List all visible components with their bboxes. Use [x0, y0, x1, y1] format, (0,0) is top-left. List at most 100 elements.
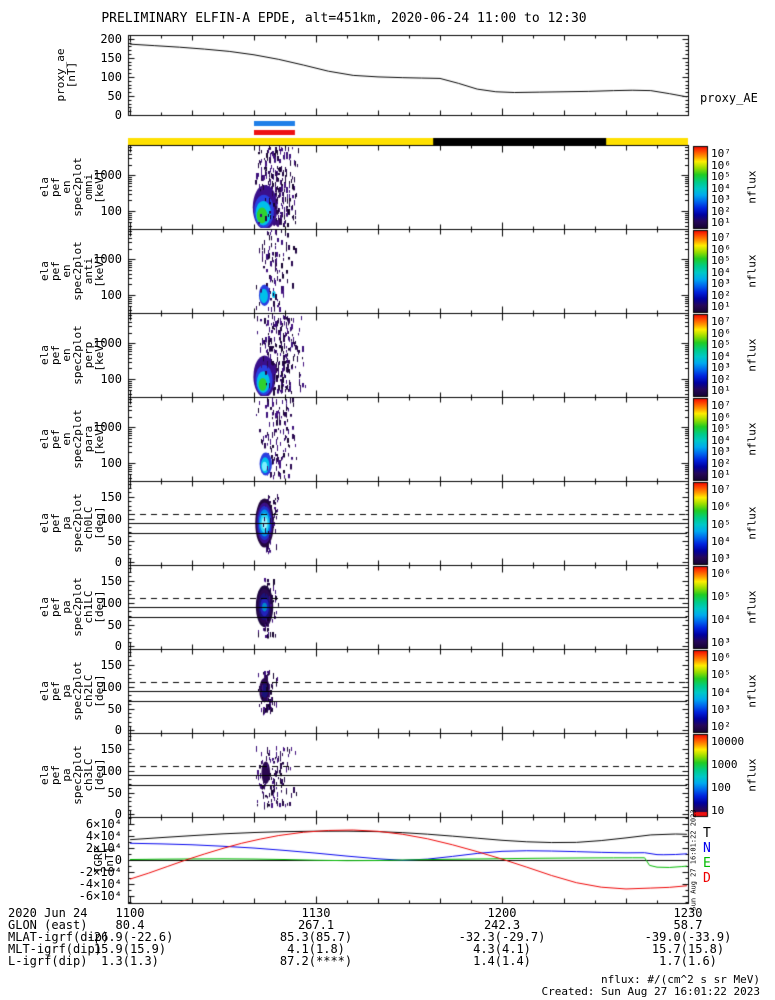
spec-ytick-label: 0 — [114, 807, 122, 822]
colorbar-tick-label: 10⁵ — [711, 590, 731, 603]
colorbar-tick-label: 10⁴ — [711, 685, 731, 699]
colorbar-tick-label: 10⁴ — [711, 265, 731, 279]
colorbar-tick-label: 10¹ — [711, 300, 731, 313]
axis-row-value: 1200 — [487, 906, 517, 920]
proxy-ytick-label: 50 — [107, 88, 122, 103]
igrf-legend-n: N — [703, 841, 711, 856]
spec-ytick-label: 50 — [107, 701, 122, 716]
colorbar-tick-label: 10³ — [711, 636, 731, 649]
colorbar-tick-label: 10⁵ — [711, 338, 731, 351]
axis-row-value: 58.7 — [673, 918, 703, 932]
colorbar-tick-label: 10³ — [711, 193, 731, 206]
proxy-ylabel: proxy_ae [nT] — [54, 48, 78, 102]
spec-ytick-label: 100 — [100, 372, 122, 387]
axis-row-value: 87.2(****) — [279, 954, 353, 968]
axis-row-value: 4.1(1.8) — [287, 942, 345, 956]
colorbar-tick-label: 10⁴ — [711, 433, 731, 447]
axis-row-value: -32.3(-29.7) — [458, 930, 546, 944]
colorbar-tick-label: 10 — [711, 804, 725, 817]
colorbar-tick-label: 10¹ — [711, 468, 731, 481]
spec-ytick-label: 150 — [100, 657, 122, 672]
proxy-ytick-label: 0 — [114, 108, 122, 122]
spec-ytick-label: 0 — [114, 555, 122, 570]
spec-ytick-label: 150 — [100, 741, 122, 756]
axis-row-value: 267.1 — [297, 918, 335, 932]
colorbar-tick-label: 10² — [711, 720, 731, 733]
colorbar-tick-label: 10⁶ — [711, 567, 731, 580]
colorbar-tick-label: 10000 — [711, 735, 745, 748]
colorbar-title: nflux — [745, 674, 759, 708]
axis-row-value: 1.3(1.3) — [101, 954, 159, 968]
colorbar-tick-label: 10² — [711, 456, 731, 470]
spec-ytick-label: 100 — [100, 679, 122, 694]
igrf-ytick-label: 4×10⁴ — [85, 829, 122, 844]
axis-row-label: GLON (east) — [8, 918, 88, 932]
colorbar-tick-label: 10⁵ — [711, 668, 731, 682]
axis-row-value: 1100 — [115, 906, 145, 920]
spec-panel-ylabel: ela pef en spec2plot para [keV] — [38, 409, 106, 469]
colorbar-tick-label: 10⁵ — [711, 517, 731, 531]
colorbar-title: nflux — [745, 422, 759, 456]
igrf-legend-d: D — [703, 871, 711, 886]
axis-row-label: 2020 Jun 24 — [8, 906, 88, 920]
axis-row-label: MLAT-igrf(dip) — [8, 930, 110, 944]
axis-row-value: 80.4 — [115, 918, 145, 932]
axis-row-value: 85.3(85.7) — [279, 930, 353, 944]
axis-row-value: 242.3 — [483, 918, 521, 932]
spec-panel-ylabel: ela pef pa spec2plot ch0LC [deg] — [38, 493, 106, 553]
spec-ytick-label: 100 — [100, 511, 122, 526]
colorbar-tick-label: 10³ — [711, 361, 731, 374]
colorbar-tick-label: 10³ — [711, 277, 731, 290]
spec-panel-ylabel: ela pef pa spec2plot ch2LC [deg] — [38, 661, 106, 721]
proxy-ytick-label: 150 — [100, 50, 122, 65]
spec-panel-ylabel: ela pef pa spec2plot ch1LC [deg] — [38, 577, 106, 637]
spec-ytick-label: 1000 — [93, 420, 122, 435]
colorbar-tick-label: 10⁶ — [711, 651, 731, 664]
colorbar-tick-label: 10² — [711, 372, 731, 386]
colorbar-tick-label: 10¹ — [711, 216, 731, 229]
spec-ytick-label: 100 — [100, 204, 122, 219]
spec-ytick-label: 0 — [114, 723, 122, 738]
colorbar-tick-label: 10⁷ — [711, 147, 731, 160]
spec-ytick-label: 50 — [107, 533, 122, 548]
colorbar-tick-label: 10² — [711, 204, 731, 218]
nflux-units-note: nflux: #/(cm^2 s sr MeV) — [601, 973, 760, 986]
spec-ytick-label: 100 — [100, 595, 122, 610]
colorbar-tick-label: 10⁶ — [711, 410, 731, 424]
spec-ytick-label: 150 — [100, 573, 122, 588]
spec-panel-ylabel: ela pef en spec2plot omni [keV] — [38, 157, 106, 217]
spec-ytick-label: 1000 — [93, 336, 122, 351]
colorbar-tick-label: 10⁵ — [711, 254, 731, 267]
colorbar-tick-label: 1000 — [711, 758, 738, 771]
igrf-ytick-label: -6×10⁴ — [78, 888, 122, 903]
colorbar-title: nflux — [745, 170, 759, 204]
igrf-ytick-label: 0 — [114, 853, 122, 867]
igrf-ytick-label: 2×10⁴ — [85, 841, 122, 856]
spec-panel-ylabel: ela pef en spec2plot anti [keV] — [38, 241, 106, 301]
colorbar-tick-label: 10⁷ — [711, 399, 731, 412]
igrf-ytick-label: -4×10⁴ — [78, 876, 122, 891]
colorbar-tick-label: 10⁷ — [711, 483, 731, 496]
proxy-ytick-label: 100 — [100, 69, 122, 84]
spec-panel-ylabel: ela pef pa spec2plot ch3LC [deg] — [38, 745, 106, 805]
igrf-legend-t: T — [703, 826, 711, 841]
axis-row-value: 4.3(4.1) — [473, 942, 531, 956]
colorbar-tick-label: 10² — [711, 288, 731, 302]
spec-ytick-label: 150 — [100, 489, 122, 504]
spec-ytick-label: 50 — [107, 617, 122, 632]
colorbar-tick-label: 10³ — [711, 702, 731, 716]
axis-row-label: L-igrf(dip) — [8, 954, 88, 968]
igrf-ytick-label: 6×10⁴ — [85, 817, 122, 832]
axis-row-value: -39.0(-33.9) — [644, 930, 732, 944]
spec-ytick-label: 100 — [100, 456, 122, 471]
colorbar-title: nflux — [745, 338, 759, 372]
spec-ytick-label: 100 — [100, 763, 122, 778]
axis-row-value: 15.9(15.9) — [93, 942, 167, 956]
colorbar-title: nflux — [745, 590, 759, 624]
colorbar-tick-label: 10⁴ — [711, 349, 731, 363]
colorbar-title: nflux — [745, 506, 759, 540]
creation-side-note: Sun Aug 27 16:01:22 2023 — [689, 809, 698, 911]
colorbar-title: nflux — [745, 758, 759, 792]
